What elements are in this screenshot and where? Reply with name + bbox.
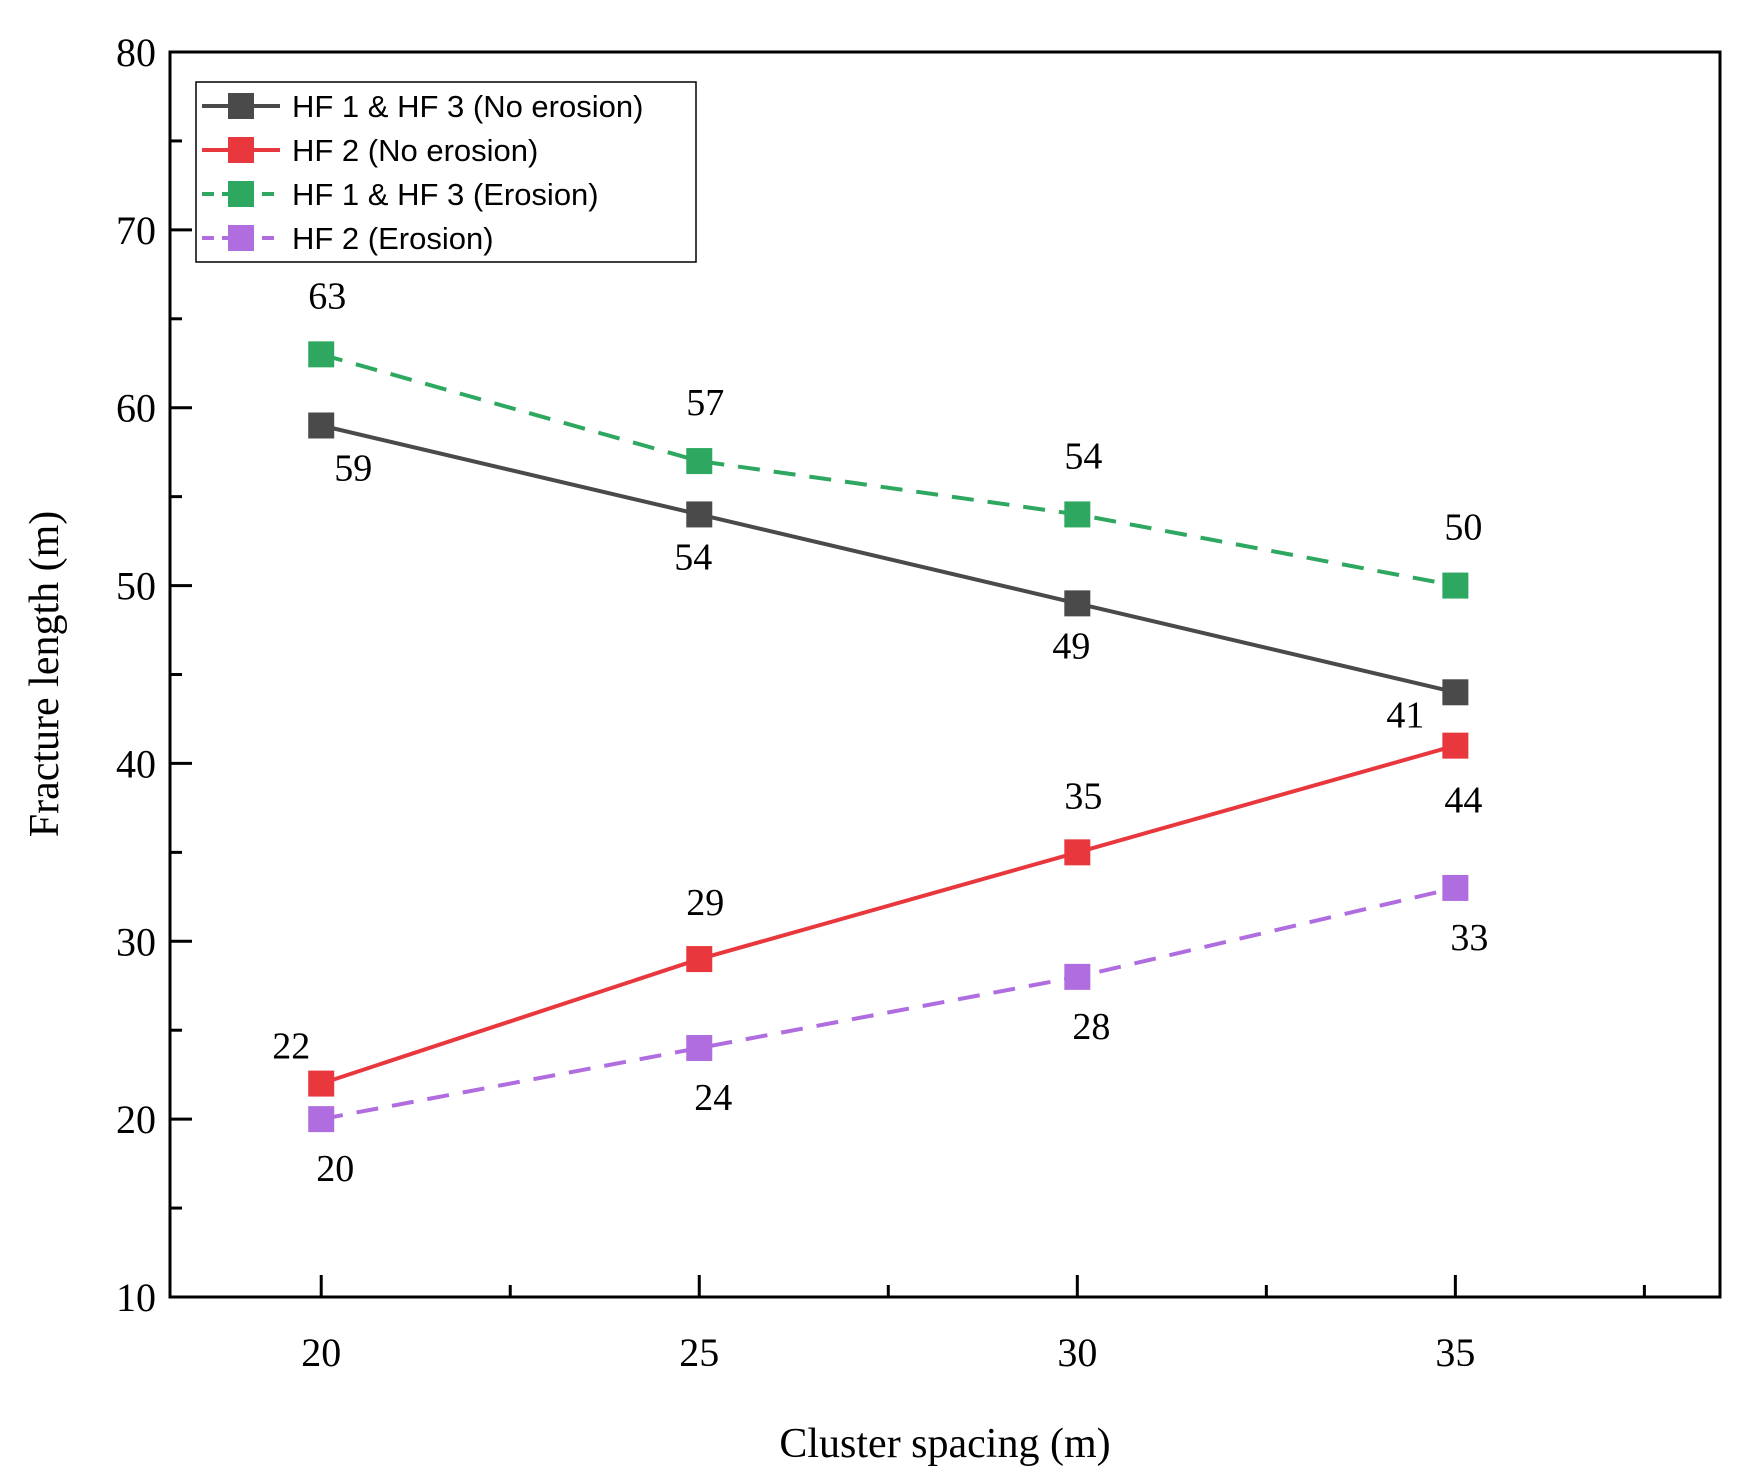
- y-tick-label: 50: [116, 564, 156, 609]
- series-line-1: [320, 743, 1456, 1086]
- legend-label: HF 2 (Erosion): [292, 221, 494, 256]
- data-point: [1442, 874, 1469, 901]
- series-markers: [308, 341, 1469, 1133]
- data-label: 49: [1052, 625, 1090, 667]
- data-label: 44: [1444, 779, 1482, 821]
- data-point: [1442, 732, 1469, 759]
- legend-box: [195, 81, 697, 263]
- y-tick-label: 70: [116, 208, 156, 253]
- y-axis-title: Fracture length (m): [22, 511, 68, 838]
- data-point: [686, 501, 713, 528]
- data-point: [308, 412, 335, 439]
- data-label: 54: [674, 536, 712, 578]
- legend-label: HF 2 (No erosion): [292, 133, 538, 168]
- y-tick-label: 60: [116, 386, 156, 431]
- x-tick-label: 35: [1435, 1330, 1475, 1375]
- data-point: [1064, 839, 1091, 866]
- legend-marker: [228, 93, 254, 119]
- data-point: [686, 946, 713, 973]
- data-label: 20: [316, 1148, 354, 1190]
- x-tick-label: 25: [679, 1330, 719, 1375]
- data-labels: 59 54 49 44 22 29 35 41 63 57 54 50 20 24 28 33: [272, 275, 1488, 1190]
- data-point: [1442, 572, 1469, 599]
- data-label: 29: [686, 882, 724, 924]
- y-tick-label: 20: [116, 1097, 156, 1142]
- data-label: 28: [1072, 1006, 1110, 1048]
- legend-label: HF 1 & HF 3 (Erosion): [292, 177, 599, 212]
- data-point: [1064, 501, 1091, 528]
- data-point: [308, 341, 335, 368]
- data-point: [1064, 963, 1091, 990]
- data-label: 33: [1450, 917, 1488, 959]
- series-line-3: [320, 885, 1456, 1122]
- series-lines: [320, 352, 1456, 1122]
- data-label: 24: [694, 1077, 732, 1119]
- data-point: [308, 1106, 335, 1133]
- series-line-0: [320, 423, 1456, 695]
- data-label: 35: [1064, 775, 1102, 817]
- x-tick-label: 30: [1057, 1330, 1097, 1375]
- x-tick-label: 20: [301, 1330, 341, 1375]
- data-point: [1064, 590, 1091, 617]
- y-tick-label: 80: [116, 30, 156, 75]
- data-point: [308, 1070, 335, 1097]
- legend-label: HF 1 & HF 3 (No erosion): [292, 89, 643, 124]
- data-point: [686, 448, 713, 475]
- axes: 10 20 30 40 50 60 70 80 20 25 30 35: [116, 30, 1646, 1375]
- series-line-2: [320, 352, 1456, 588]
- data-label: 57: [686, 382, 724, 424]
- legend-marker: [228, 181, 254, 207]
- legend-marker: [228, 137, 254, 163]
- y-tick-label: 10: [116, 1275, 156, 1320]
- data-label: 59: [334, 448, 372, 490]
- legend: HF 1 & HF 3 (No erosion) HF 2 (No erosion…: [195, 81, 697, 263]
- legend-marker: [228, 225, 254, 251]
- data-point: [1442, 679, 1469, 706]
- x-axis-title: Cluster spacing (m): [779, 1421, 1110, 1467]
- data-label: 63: [308, 275, 346, 317]
- data-label: 50: [1444, 507, 1482, 549]
- data-point: [686, 1035, 713, 1061]
- data-label: 54: [1064, 435, 1102, 477]
- y-tick-label: 40: [116, 741, 156, 786]
- y-tick-label: 30: [116, 919, 156, 964]
- data-label: 41: [1386, 695, 1424, 737]
- data-label: 22: [272, 1026, 310, 1068]
